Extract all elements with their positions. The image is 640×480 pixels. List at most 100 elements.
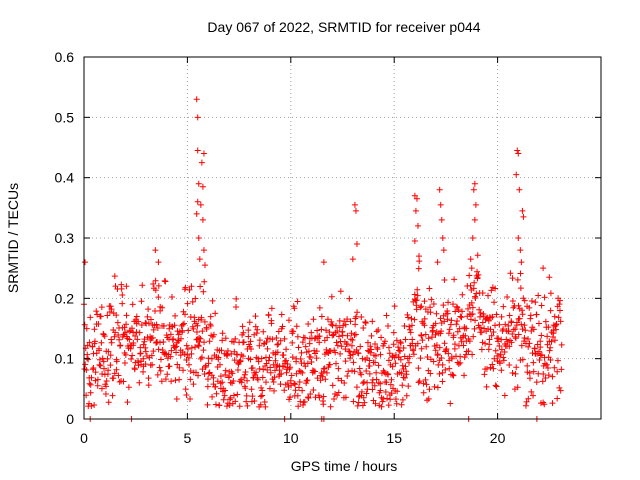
data-point <box>87 314 94 321</box>
data-point <box>287 364 294 371</box>
data-point <box>159 304 166 311</box>
data-point <box>290 328 297 335</box>
gridlines <box>84 57 601 419</box>
data-point <box>414 286 421 293</box>
data-point <box>322 376 329 383</box>
data-point <box>474 274 481 281</box>
data-point <box>201 278 208 285</box>
data-point <box>487 326 494 333</box>
data-point <box>482 340 489 347</box>
data-point <box>219 379 226 386</box>
data-point <box>400 345 407 352</box>
data-point <box>327 348 334 355</box>
spike-point <box>515 235 522 241</box>
data-point <box>96 356 103 363</box>
data-point <box>375 326 382 333</box>
spike-point <box>193 210 200 217</box>
data-point <box>397 340 404 347</box>
data-point <box>362 319 369 326</box>
data-point <box>533 379 540 386</box>
data-point <box>375 379 382 386</box>
data-point <box>262 403 269 410</box>
data-point <box>364 379 371 386</box>
data-point <box>490 329 497 336</box>
data-point <box>190 325 197 332</box>
data-point <box>388 390 395 397</box>
data-point <box>506 362 513 369</box>
data-point <box>444 307 451 314</box>
data-point <box>536 357 543 364</box>
data-point <box>268 320 275 327</box>
data-point <box>81 321 88 328</box>
data-point <box>522 327 529 334</box>
data-point <box>254 326 261 333</box>
spike-point <box>518 259 525 266</box>
data-point <box>465 305 472 312</box>
data-point <box>210 374 217 381</box>
data-point <box>136 379 143 386</box>
data-point <box>246 319 253 326</box>
data-point <box>182 311 189 318</box>
data-point <box>557 297 564 304</box>
data-point <box>140 355 147 362</box>
data-point <box>394 388 401 395</box>
data-point <box>127 345 134 352</box>
data-point <box>113 358 120 365</box>
data-point <box>212 383 219 390</box>
data-point <box>171 322 178 329</box>
data-point <box>314 327 321 334</box>
data-point <box>509 275 516 282</box>
data-point <box>306 340 313 347</box>
x-tick-label: 20 <box>490 430 506 446</box>
data-point <box>500 303 507 310</box>
data-point <box>514 384 521 391</box>
data-point <box>200 288 207 295</box>
data-point <box>505 328 512 335</box>
data-point <box>368 346 375 353</box>
data-point <box>554 357 561 364</box>
data-point <box>374 346 381 353</box>
data-point <box>294 333 301 340</box>
data-point <box>120 378 127 385</box>
data-point <box>161 277 168 284</box>
data-point <box>544 333 551 340</box>
data-point <box>223 403 230 410</box>
data-point <box>248 386 255 393</box>
data-point <box>344 372 351 379</box>
data-point <box>439 361 446 368</box>
data-point <box>416 258 423 265</box>
data-point <box>493 311 500 318</box>
data-point <box>346 295 353 302</box>
data-point <box>519 311 526 318</box>
y-tick-label: 0.2 <box>55 290 75 306</box>
data-point <box>523 398 530 405</box>
data-point <box>349 337 356 344</box>
data-point <box>326 361 333 368</box>
data-point <box>201 318 208 325</box>
data-point <box>453 321 460 328</box>
data-point <box>513 364 520 371</box>
spike-point <box>439 235 446 241</box>
data-point <box>201 371 208 378</box>
data-point <box>305 348 312 355</box>
data-point <box>537 344 544 351</box>
data-point <box>188 350 195 357</box>
data-point <box>427 370 434 377</box>
data-point <box>512 335 519 342</box>
data-point <box>180 367 187 374</box>
data-point <box>90 365 97 372</box>
data-point <box>385 402 392 409</box>
data-point <box>338 343 345 350</box>
data-point <box>296 379 303 386</box>
data-point <box>444 316 451 323</box>
data-point <box>458 314 465 321</box>
y-tick-label: 0.4 <box>55 170 75 186</box>
data-point <box>526 304 533 311</box>
data-point <box>187 367 194 374</box>
data-point <box>384 395 391 402</box>
data-point <box>88 374 95 381</box>
data-point <box>245 333 252 340</box>
data-point <box>273 335 280 342</box>
data-point <box>413 306 420 313</box>
data-point <box>407 329 414 336</box>
